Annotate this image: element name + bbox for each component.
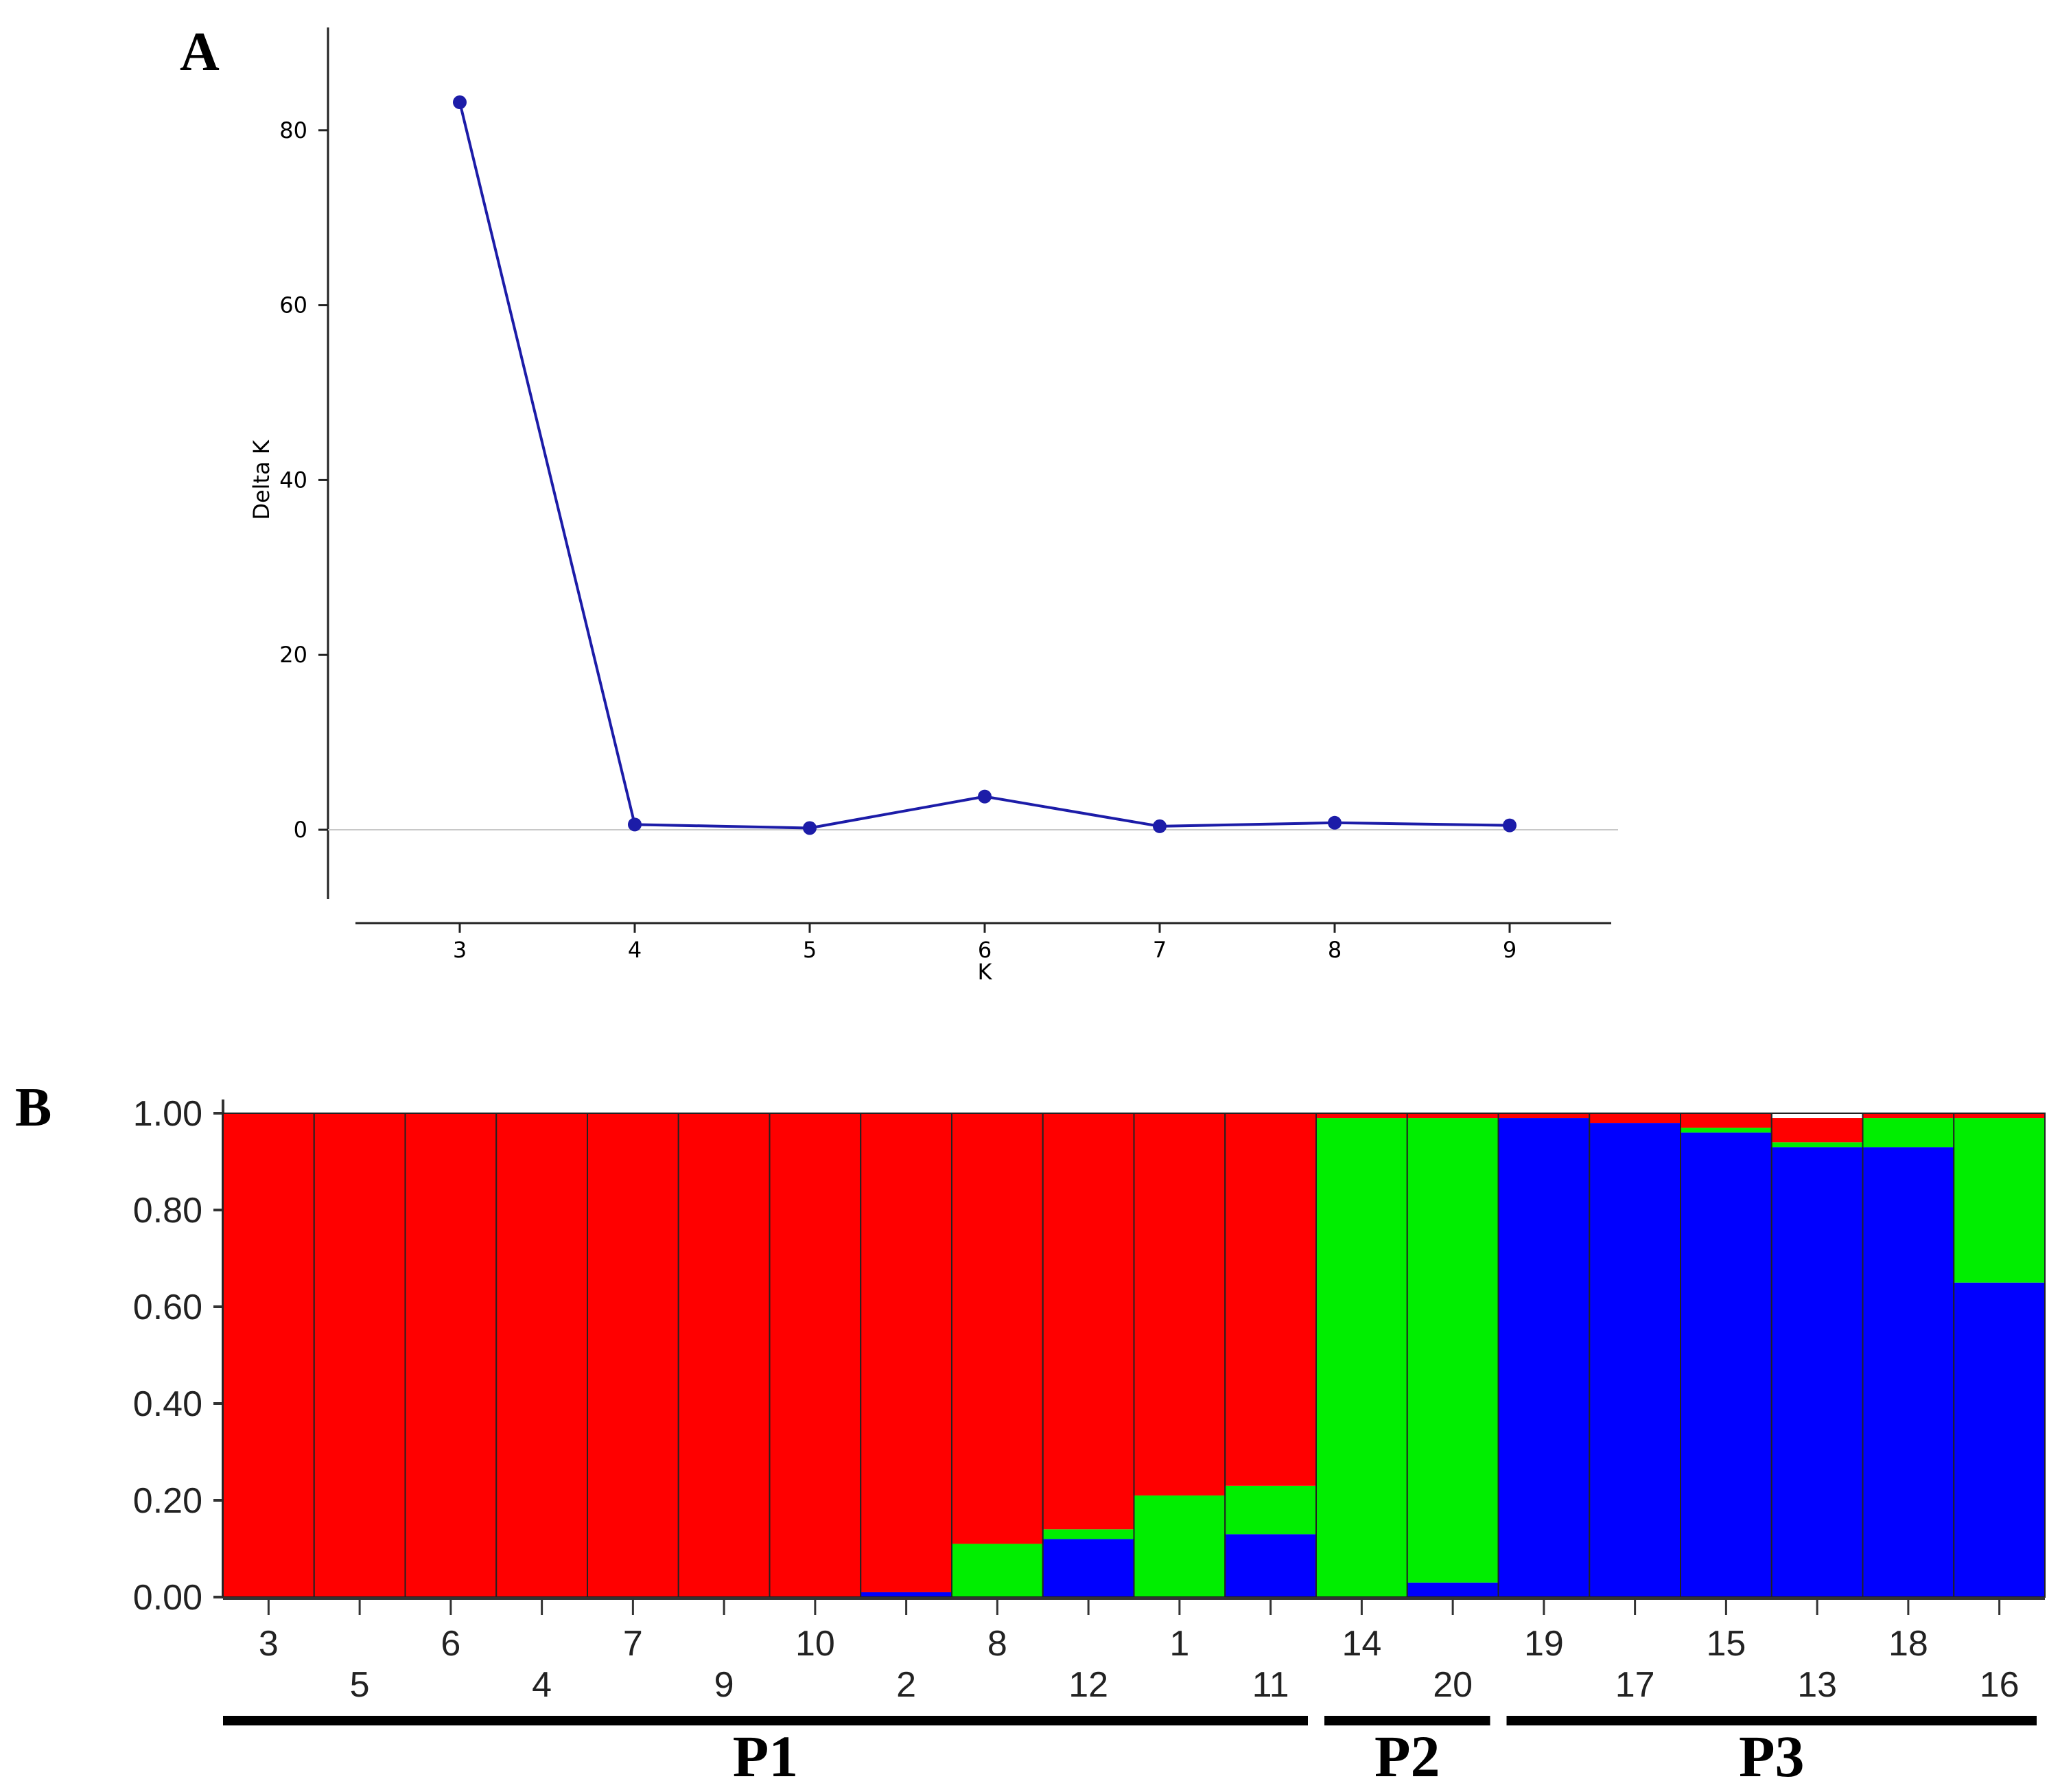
delta-k-point bbox=[453, 95, 467, 110]
bar-segment-green bbox=[952, 1544, 1043, 1597]
population-group-bar bbox=[1324, 1716, 1490, 1725]
bar-segment-green bbox=[1862, 1118, 1954, 1148]
x-tick-label: 2 bbox=[896, 1665, 916, 1705]
y-tick-label: 0.80 bbox=[133, 1191, 202, 1231]
x-axis-title: K bbox=[978, 959, 993, 985]
x-tick-label: 4 bbox=[628, 937, 642, 963]
bar-segment-blue bbox=[1407, 1582, 1499, 1597]
bar-segment-green bbox=[1225, 1485, 1316, 1535]
bar-segment-red bbox=[1042, 1113, 1134, 1530]
x-tick-label: 1 bbox=[1169, 1624, 1189, 1664]
delta-k-point bbox=[1153, 819, 1167, 833]
x-tick-label: 8 bbox=[987, 1624, 1007, 1664]
delta-k-point bbox=[1328, 815, 1342, 830]
bar-segment-red bbox=[1225, 1113, 1316, 1486]
bar-segment-red bbox=[678, 1113, 770, 1597]
x-tick-label: 3 bbox=[259, 1624, 279, 1664]
delta-k-series-line bbox=[458, 102, 1510, 830]
y-tick-label: 0.00 bbox=[133, 1578, 202, 1618]
bar-segment-red bbox=[1954, 1113, 2045, 1119]
population-group-label: P3 bbox=[1739, 1723, 1805, 1789]
bar-segment-green bbox=[1042, 1529, 1134, 1539]
bar-segment-red bbox=[1862, 1113, 1954, 1119]
x-tick-label: 18 bbox=[1888, 1624, 1928, 1664]
bar-segment-blue bbox=[1862, 1147, 1954, 1597]
bar-segment-green bbox=[1316, 1118, 1407, 1597]
bar-segment-blue bbox=[861, 1592, 952, 1597]
panel-a-letter: A bbox=[180, 22, 220, 82]
bar-segment-red bbox=[496, 1113, 587, 1597]
panel-b-letter: B bbox=[15, 1078, 51, 1138]
bar-segment-blue bbox=[1498, 1118, 1590, 1597]
y-tick-label: 0 bbox=[294, 817, 307, 843]
structure-stacked-bar-chart: 0.000.200.400.600.801.003564791028121111… bbox=[133, 1094, 2046, 1789]
bar-segment-green bbox=[1681, 1128, 1772, 1133]
x-tick-label: 7 bbox=[1153, 937, 1167, 963]
x-tick-label: 8 bbox=[1328, 937, 1342, 963]
x-tick-label: 6 bbox=[441, 1624, 460, 1664]
x-tick-label: 5 bbox=[350, 1665, 370, 1705]
bar-segment-blue bbox=[1589, 1123, 1681, 1597]
population-group-label: P2 bbox=[1374, 1723, 1440, 1789]
x-tick-label: 17 bbox=[1615, 1665, 1655, 1705]
x-tick-label: 6 bbox=[978, 937, 992, 963]
bar-segment-blue bbox=[1771, 1147, 1863, 1597]
bar-segment-red bbox=[1316, 1113, 1407, 1119]
y-tick-label: 0.20 bbox=[133, 1481, 202, 1521]
y-tick-label: 80 bbox=[279, 117, 307, 143]
x-tick-label: 5 bbox=[803, 937, 817, 963]
y-tick-label: 0.40 bbox=[133, 1384, 202, 1424]
population-group-bar bbox=[1506, 1716, 2037, 1725]
bar-segment-red bbox=[223, 1113, 314, 1597]
y-tick-label: 40 bbox=[279, 467, 307, 493]
bar-segment-red bbox=[1498, 1113, 1590, 1119]
x-tick-label: 9 bbox=[714, 1665, 734, 1705]
bar-segment-red bbox=[861, 1113, 952, 1592]
x-tick-label: 9 bbox=[1503, 937, 1517, 963]
y-tick-label: 60 bbox=[279, 292, 307, 318]
population-group-bar bbox=[223, 1716, 1308, 1725]
bar-segment-red bbox=[405, 1113, 497, 1597]
x-tick-label: 13 bbox=[1797, 1665, 1837, 1705]
bar-segment-red bbox=[1134, 1113, 1226, 1496]
x-tick-label: 14 bbox=[1342, 1624, 1381, 1664]
x-tick-label: 3 bbox=[453, 937, 467, 963]
x-tick-label: 10 bbox=[795, 1624, 835, 1664]
bar-segment-red bbox=[1681, 1113, 1772, 1128]
x-tick-label: 12 bbox=[1068, 1665, 1108, 1705]
y-axis-title: Delta K bbox=[248, 439, 274, 520]
y-tick-label: 0.60 bbox=[133, 1288, 202, 1327]
bar-segment-red bbox=[769, 1113, 861, 1597]
x-tick-label: 7 bbox=[623, 1624, 643, 1664]
delta-k-point bbox=[978, 789, 992, 804]
bar-segment-blue bbox=[1954, 1282, 2045, 1597]
y-tick-label: 20 bbox=[279, 642, 307, 668]
x-tick-label: 19 bbox=[1524, 1624, 1564, 1664]
population-group-label: P1 bbox=[733, 1723, 799, 1789]
bar-segment-red bbox=[1407, 1113, 1499, 1119]
x-tick-label: 4 bbox=[532, 1665, 552, 1705]
x-tick-label: 11 bbox=[1252, 1665, 1289, 1705]
bar-segment-red bbox=[1771, 1118, 1863, 1143]
bar-segment-green bbox=[1134, 1495, 1226, 1597]
delta-k-line-chart: 0 20 40 60 80 3 4 5 6 7 8 9 K Delta K bbox=[248, 27, 1618, 985]
bar-segment-blue bbox=[1042, 1539, 1134, 1597]
bar-segment-red bbox=[1589, 1113, 1681, 1124]
bar-segment-red bbox=[952, 1113, 1043, 1544]
y-tick-label: 1.00 bbox=[133, 1094, 202, 1134]
bar-segment-blue bbox=[1681, 1132, 1772, 1597]
x-tick-label: 16 bbox=[1980, 1665, 2020, 1705]
delta-k-point bbox=[628, 817, 642, 832]
bar-segment-green bbox=[1954, 1118, 2045, 1283]
delta-k-point bbox=[1503, 818, 1517, 833]
bar-segment-green bbox=[1407, 1118, 1499, 1583]
x-tick-label: 15 bbox=[1706, 1624, 1746, 1664]
delta-k-point bbox=[803, 821, 817, 835]
bar-segment-green bbox=[1771, 1142, 1863, 1148]
bar-segment-red bbox=[314, 1113, 406, 1597]
bar-segment-red bbox=[587, 1113, 679, 1597]
x-tick-label: 20 bbox=[1433, 1665, 1473, 1705]
bar-segment-blue bbox=[1225, 1534, 1316, 1597]
